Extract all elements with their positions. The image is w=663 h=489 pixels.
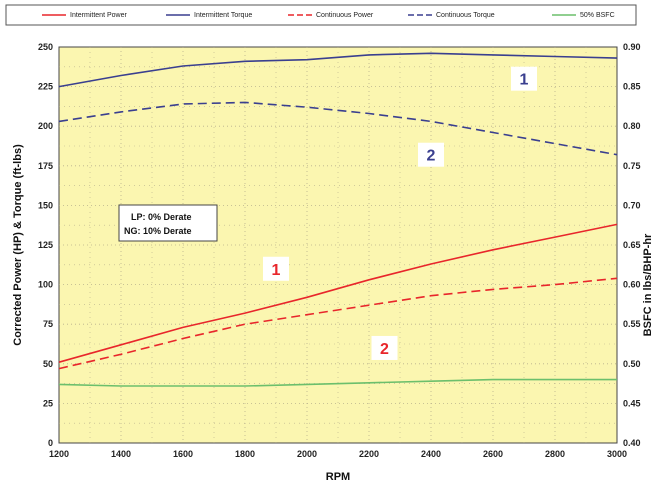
derate-lp-text: LP: 0% Derate [131, 212, 192, 222]
x-tick-label: 2400 [421, 449, 441, 459]
y-tick-label: 0 [48, 438, 53, 448]
x-tick-label: 1800 [235, 449, 255, 459]
y-tick-label: 50 [43, 359, 53, 369]
y-tick-label: 125 [38, 240, 53, 250]
curve-label: 1 [520, 72, 529, 89]
curve-label: 2 [427, 148, 436, 165]
curve-label-box [371, 335, 398, 360]
x-tick-label: 1400 [111, 449, 131, 459]
curve-label-box [263, 256, 289, 281]
derate-ng-text: NG: 10% Derate [124, 226, 192, 236]
x-tick-label: 2800 [545, 449, 565, 459]
y2-tick-label: 0.70 [623, 200, 641, 210]
y2-tick-label: 0.45 [623, 398, 641, 408]
y-tick-label: 175 [38, 161, 53, 171]
y2-tick-label: 0.50 [623, 359, 641, 369]
y-tick-label: 225 [38, 82, 53, 92]
legend-label: Intermittent Torque [194, 12, 252, 19]
legend: Intermittent Power Intermittent Torque Con… [5, 4, 637, 26]
derate-annotation: LP: 0% Derate NG: 10% Derate [118, 204, 218, 242]
y2-tick-label: 0.60 [623, 280, 641, 290]
legend-label: 50% BSFC [580, 12, 615, 19]
y-tick-label: 150 [38, 200, 53, 210]
series-line [58, 101, 618, 156]
x-tick-label: 3000 [607, 449, 627, 459]
series-line [58, 378, 617, 387]
series-line [58, 52, 618, 88]
curve-label: 1 [272, 262, 281, 279]
series-line [58, 277, 618, 370]
y2-tick-label: 0.55 [623, 319, 641, 329]
y-tick-label: 200 [38, 121, 53, 131]
y-tick-label: 75 [43, 319, 53, 329]
derate-box [118, 204, 218, 242]
curve-label-box [511, 66, 537, 91]
x-axis-title: RPM [326, 471, 350, 483]
curve-label-box [418, 142, 444, 167]
x-tick-label: 2200 [359, 449, 379, 459]
curve-label: 2 [380, 341, 389, 358]
x-axis-ticks: 1200 1400 1600 1800 2000 2200 2400 2600 2800 3000 [49, 449, 627, 459]
y-axis-ticks: 0 25 50 75 100 125 150 175 200 225 250 [38, 42, 53, 448]
curve-labels: 1 2 1 2 [263, 66, 537, 360]
y2-tick-label: 0.40 [623, 438, 641, 448]
y-tick-label: 100 [38, 280, 53, 290]
y2-tick-label: 0.65 [623, 240, 641, 250]
series-lines [58, 52, 618, 387]
series-line [58, 223, 618, 363]
legend-box [5, 4, 637, 26]
y2-axis-ticks: 0.40 0.45 0.50 0.55 0.60 0.65 0.70 0.75 0.80 0.85… [623, 42, 641, 448]
y2-tick-label: 0.80 [623, 121, 641, 131]
y-tick-label: 25 [43, 398, 53, 408]
y2-tick-label: 0.90 [623, 42, 641, 52]
x-tick-label: 2000 [297, 449, 317, 459]
x-tick-label: 2600 [483, 449, 503, 459]
legend-label: Intermittent Power [70, 12, 127, 19]
y2-tick-label: 0.85 [623, 82, 641, 92]
x-tick-label: 1600 [173, 449, 193, 459]
y2-axis-title: BSFC in lbs/BHP-hr [642, 233, 654, 336]
legend-label: Continuous Power [316, 12, 374, 19]
y-tick-label: 250 [38, 42, 53, 52]
y2-tick-label: 0.75 [623, 161, 641, 171]
y-axis-title: Corrected Power (HP) & Torque (ft-lbs) [12, 144, 24, 346]
legend-label: Continuous Torque [436, 12, 495, 19]
x-tick-label: 1200 [49, 449, 69, 459]
